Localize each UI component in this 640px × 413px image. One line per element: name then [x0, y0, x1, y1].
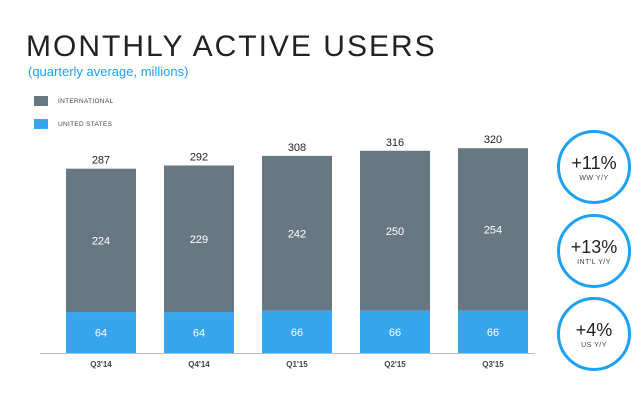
growth-label-intl: INT'L Y/Y [577, 258, 611, 266]
legend-item-united-states: UNITED STATES [34, 117, 113, 131]
bar-segment-international [66, 168, 136, 313]
data-label-international: 250 [386, 226, 404, 238]
bar-segment-international [458, 148, 528, 311]
data-label-us: 66 [389, 327, 401, 339]
data-label-us: 66 [291, 327, 303, 339]
legend: INTERNATIONAL UNITED STATES [34, 94, 113, 140]
legend-label-united-states: UNITED STATES [58, 120, 113, 128]
bar-segment-us [66, 312, 136, 353]
data-label-us: 64 [95, 328, 107, 340]
x-tick-label: Q3'15 [482, 360, 504, 369]
bar-segment-us [164, 312, 234, 353]
growth-circle-us: +4% US Y/Y [557, 297, 631, 371]
data-label-total: 316 [386, 137, 404, 149]
bar-segment-us [262, 310, 332, 353]
data-label-total: 308 [288, 142, 306, 154]
data-label-total: 292 [190, 151, 208, 163]
bar-segment-international [360, 150, 430, 311]
data-label-total: 320 [484, 134, 502, 146]
growth-label-ww: WW Y/Y [579, 174, 609, 182]
growth-circle-ww: +11% WW Y/Y [557, 130, 631, 204]
bar-segment-us [458, 310, 528, 353]
x-tick-label: Q1'15 [286, 360, 308, 369]
data-label-international: 254 [484, 224, 502, 236]
growth-value-us: +4% [575, 319, 613, 340]
growth-label-us: US Y/Y [581, 341, 607, 349]
x-tick-label: Q3'14 [90, 360, 112, 369]
x-tick-label: Q4'14 [188, 360, 210, 369]
bar-segment-us [360, 310, 430, 353]
chart-title: MONTHLY ACTIVE USERS [26, 30, 437, 63]
data-label-international: 224 [92, 235, 110, 247]
data-label-us: 64 [193, 328, 205, 340]
bar-segment-international [164, 165, 234, 313]
stacked-bar-chart: 224 64 287 Q3'14 229 64 292 Q4'14 242 66 308 Q1'15 2… [40, 134, 535, 369]
growth-value-ww: +11% [571, 152, 617, 173]
bar-segment-international [262, 155, 332, 311]
data-label-total: 287 [92, 155, 110, 167]
data-label-us: 66 [487, 327, 499, 339]
chart-subtitle: (quarterly average, millions) [28, 64, 189, 79]
growth-value-intl: +13% [570, 236, 618, 257]
data-label-international: 229 [190, 234, 208, 246]
legend-swatch-international [34, 96, 48, 106]
legend-item-international: INTERNATIONAL [34, 94, 113, 108]
growth-circle-intl: +13% INT'L Y/Y [557, 214, 631, 288]
x-tick-label: Q2'15 [384, 360, 406, 369]
legend-label-international: INTERNATIONAL [58, 97, 114, 105]
data-label-international: 242 [288, 228, 306, 240]
legend-swatch-united-states [34, 119, 48, 129]
